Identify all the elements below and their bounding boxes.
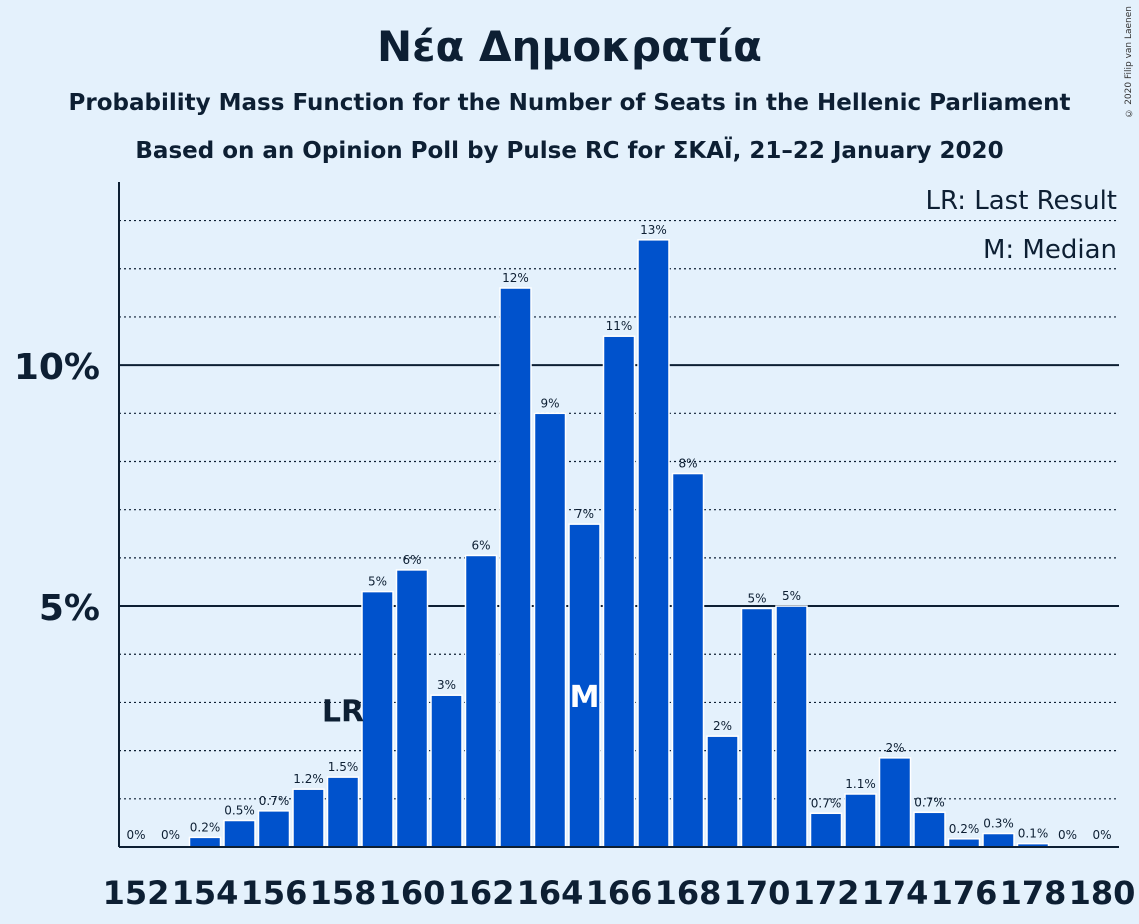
x-tick-label: 180 (1069, 874, 1136, 912)
bar (326, 776, 360, 848)
bar-label: 0% (1092, 828, 1111, 842)
x-tick-label: 174 (862, 874, 929, 912)
bar (706, 735, 739, 848)
x-tick-label: 178 (1000, 874, 1067, 912)
bar-label: 0.2% (190, 820, 221, 834)
chart-subtitle-2: Based on an Opinion Poll by Pulse RC for… (135, 138, 1004, 164)
bar-label: 0.3% (983, 817, 1014, 831)
bar-label: 0.1% (1018, 827, 1049, 841)
bar (844, 793, 877, 848)
x-tick-label: 152 (103, 874, 170, 912)
bar-label: 9% (540, 396, 559, 410)
x-tick-label: 154 (172, 874, 239, 912)
bar-label: 1.1% (845, 777, 876, 791)
bar (809, 812, 843, 848)
bar (740, 607, 774, 848)
x-tick-label: 164 (517, 874, 584, 912)
bar-label: 8% (678, 457, 697, 471)
bar-label: 13% (640, 223, 667, 237)
bar-label: 3% (437, 678, 456, 692)
bar-label: 5% (747, 591, 766, 605)
bar-label: 0.7% (259, 794, 290, 808)
x-tick-label: 168 (655, 874, 722, 912)
last-result-marker: LR (322, 694, 364, 729)
bar-label: 5% (368, 575, 387, 589)
bar (775, 605, 808, 848)
x-tick-label: 170 (724, 874, 791, 912)
bar-label: 5% (782, 589, 801, 603)
bar-label: 2% (885, 741, 904, 755)
legend-median: M: Median (983, 235, 1117, 265)
bar-label: 0% (1058, 828, 1077, 842)
bar (671, 472, 705, 848)
bar-label: 11% (606, 319, 633, 333)
bar (361, 590, 394, 848)
x-tick-label: 158 (310, 874, 377, 912)
bar-label: 0% (126, 828, 145, 842)
bar (395, 569, 429, 848)
x-tick-label: 160 (379, 874, 446, 912)
bar (464, 554, 498, 848)
x-tick-label: 176 (931, 874, 998, 912)
bar-label: 12% (502, 271, 529, 285)
bar-label: 0% (161, 828, 180, 842)
bar (602, 335, 636, 848)
chart-subtitle-1: Probability Mass Function for the Number… (68, 90, 1071, 116)
bar (568, 523, 601, 848)
bar (947, 838, 981, 848)
y-tick-label: 10% (14, 347, 100, 388)
bar-label: 0.7% (914, 795, 945, 809)
bar (982, 832, 1015, 848)
bar (499, 287, 532, 848)
bar (292, 788, 325, 848)
y-tick-label: 5% (39, 588, 100, 629)
chart-title: Νέα Δημοκρατία (377, 22, 762, 71)
bar (533, 412, 567, 848)
x-tick-label: 172 (793, 874, 860, 912)
bar-label: 2% (713, 719, 732, 733)
bar-label: 1.5% (328, 760, 359, 774)
x-tick-label: 162 (448, 874, 515, 912)
bar-label: 6% (402, 553, 421, 567)
bar (257, 810, 291, 848)
bar (878, 757, 912, 848)
x-tick-label: 166 (586, 874, 653, 912)
bar (223, 819, 256, 848)
bar-label: 1.2% (293, 772, 324, 786)
x-tick-label: 156 (241, 874, 308, 912)
bar (637, 239, 670, 848)
bar-label: 0.7% (811, 796, 842, 810)
bar-label: 7% (575, 507, 594, 521)
legend-last-result: LR: Last Result (925, 186, 1117, 216)
bar (188, 836, 222, 848)
bar-label: 6% (471, 538, 490, 552)
median-marker: M (570, 680, 600, 715)
bar-label: 0.5% (224, 803, 255, 817)
bar (430, 694, 463, 848)
bar-label: 0.2% (949, 822, 980, 836)
bar (913, 811, 946, 848)
